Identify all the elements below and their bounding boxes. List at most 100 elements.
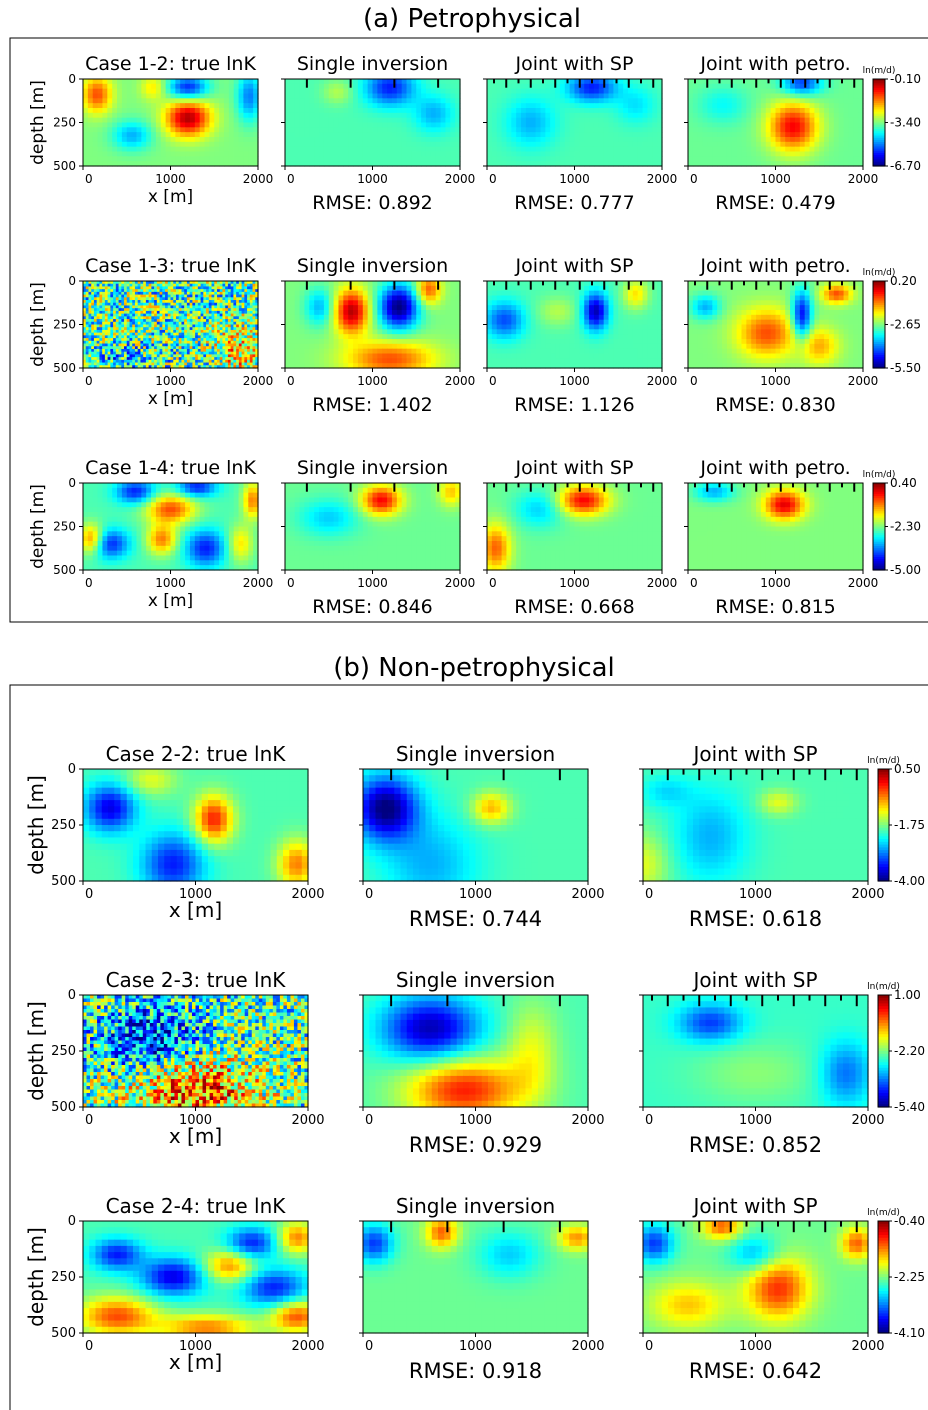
heatmap-cell [535, 108, 542, 114]
heatmap-cell [252, 321, 256, 326]
heatmap-cell [584, 132, 590, 138]
heatmap-cell [623, 93, 629, 99]
heatmap-cell [170, 359, 174, 364]
heatmap-cell [589, 112, 595, 119]
heatmap-cell [216, 340, 221, 345]
heatmap-cell [564, 108, 571, 114]
heatmap-cell [445, 122, 451, 128]
heatmap-cell [241, 319, 245, 323]
heatmap-cell [343, 295, 349, 301]
heatmap-cell [309, 79, 315, 85]
heatmap-cell [222, 297, 226, 301]
heatmap-cell [102, 146, 108, 153]
heatmap-cell [185, 79, 191, 85]
heatmap-cell [156, 354, 161, 358]
heatmap-cell [102, 340, 106, 345]
heatmap-cell [314, 151, 320, 157]
heatmap-cell [593, 103, 600, 109]
heatmap-cell [249, 291, 254, 296]
heatmap-cell [228, 141, 235, 148]
heatmap-cell [353, 117, 359, 124]
heatmap-cell [238, 112, 245, 119]
heatmap-cell [97, 146, 104, 153]
heatmap-cell [731, 156, 738, 162]
heatmap-cell [285, 151, 291, 157]
heatmap-cell [574, 122, 580, 128]
heatmap-cell [294, 290, 301, 297]
heatmap-cell [162, 302, 166, 307]
heatmap-cell [372, 127, 378, 133]
heatmap-cell [219, 310, 224, 315]
heatmap-cell [97, 103, 104, 109]
heatmap-cell [241, 340, 245, 345]
heatmap-cell [148, 365, 152, 369]
heatmap-cell [209, 93, 215, 99]
heatmap-cell [722, 117, 728, 124]
heatmap-cell [102, 332, 106, 336]
heatmap-cell [121, 300, 125, 304]
heatmap-cell [353, 305, 359, 311]
heatmap-cell [162, 291, 166, 296]
heatmap-cell [794, 83, 801, 90]
heatmap-cell [132, 294, 136, 298]
heatmap-cell [228, 127, 235, 133]
heatmap-cell [236, 365, 240, 369]
heatmap-cell [707, 79, 713, 85]
heatmap-cell [175, 146, 181, 153]
heatmap-cell [121, 335, 125, 339]
heatmap-cell [129, 289, 133, 293]
heatmap-cell [569, 83, 576, 90]
colorbar-segment [873, 155, 885, 158]
x-tick-label: 2000 [445, 172, 476, 186]
heatmap-cell [113, 319, 117, 323]
heatmap-cell [87, 141, 94, 148]
heatmap-cell [83, 354, 87, 358]
heatmap-cell [642, 137, 649, 143]
heatmap-cell [104, 313, 109, 317]
heatmap-cell [569, 103, 576, 109]
heatmap-cell [627, 98, 634, 104]
heatmap-cell [569, 127, 576, 133]
heatmap-cell [110, 348, 114, 353]
heatmap-cell [574, 93, 580, 99]
heatmap-cell [712, 137, 718, 143]
heatmap-cell [535, 156, 542, 162]
heatmap-cell [244, 289, 248, 293]
heatmap-cell [367, 83, 374, 90]
heatmap-cell [333, 132, 340, 138]
heatmap-cell [186, 332, 191, 336]
heatmap-cell [104, 338, 109, 342]
heatmap-cell [828, 161, 835, 167]
heatmap-cell [113, 351, 117, 356]
heatmap-cell [372, 103, 378, 109]
heatmap-cell [511, 122, 517, 128]
heatmap-cell [129, 365, 133, 369]
heatmap-cell [145, 294, 150, 298]
heatmap-cell [790, 93, 796, 99]
heatmap-cell [185, 83, 191, 90]
heatmap-cell [83, 122, 89, 128]
heatmap-cell [96, 348, 100, 353]
heatmap-cell [382, 88, 388, 95]
colorbar-segment [873, 89, 885, 93]
heatmap-cell [496, 117, 503, 124]
heatmap-cell [367, 295, 374, 301]
heatmap-cell [137, 310, 142, 315]
heatmap-cell [170, 122, 176, 128]
heatmap-cell [87, 83, 94, 90]
heatmap-cell [688, 151, 694, 157]
heatmap-cell [151, 351, 155, 356]
heatmap-cell [450, 122, 456, 128]
heatmap-cell [175, 137, 181, 143]
heatmap-cell [421, 103, 427, 109]
heatmap-cell [131, 156, 138, 162]
heatmap-cell [200, 283, 204, 288]
heatmap-cell [406, 295, 412, 301]
heatmap-cell [162, 348, 166, 353]
heatmap-cell [550, 151, 556, 157]
heatmap-cell [736, 146, 743, 153]
heatmap-cell [396, 88, 403, 95]
heatmap-cell [194, 122, 201, 128]
heatmap-cell [496, 108, 503, 114]
heatmap-cell [521, 156, 527, 162]
